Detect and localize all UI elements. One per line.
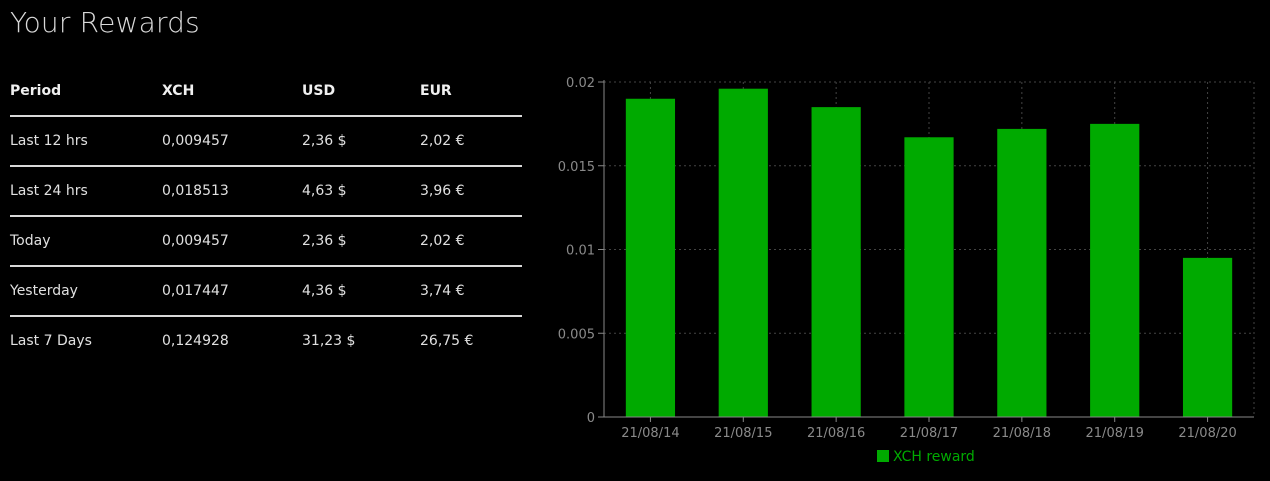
header-eur: EUR (420, 66, 522, 117)
bar-21-08-20 (1182, 257, 1233, 417)
cell-period: Last 12 hrs (10, 116, 162, 167)
x-tick-label: 21/08/15 (714, 426, 772, 441)
x-tick-label: 21/08/20 (1178, 426, 1236, 441)
table-row: Today 0,009457 2,36 $ 2,02 € (10, 216, 522, 267)
cell-xch: 0,017447 (162, 266, 302, 317)
x-tick-label: 21/08/16 (807, 426, 865, 441)
x-tick-label: 21/08/17 (900, 426, 958, 441)
table-row: Yesterday 0,017447 4,36 $ 3,74 € (10, 266, 522, 317)
bar-21-08-17 (904, 137, 954, 417)
rewards-table-container: Period XCH USD EUR Last 12 hrs 0,009457 … (10, 66, 522, 365)
cell-period: Today (10, 216, 162, 267)
table-row: Last 12 hrs 0,009457 2,36 $ 2,02 € (10, 116, 522, 167)
table-row: Last 24 hrs 0,018513 4,63 $ 3,96 € (10, 166, 522, 217)
cell-usd: 31,23 $ (302, 333, 356, 349)
cell-eur: 2,02 € (420, 216, 522, 267)
bar-21-08-14 (625, 98, 676, 417)
table-header-row: Period XCH USD EUR (10, 66, 522, 117)
x-tick-label: 21/08/19 (1086, 426, 1144, 441)
x-tick-label: 21/08/14 (621, 426, 679, 441)
bar-21-08-18 (997, 128, 1047, 417)
y-tick-label: 0.01 (566, 244, 595, 259)
rewards-chart: 0 0.005 0.01 0.015 0.02 21/08/14 21/08/15 21/08… (540, 70, 1260, 475)
cell-usd: 4,63 $ (302, 166, 420, 217)
bar-21-08-19 (1090, 123, 1140, 417)
cell-eur: 3,96 € (420, 166, 522, 217)
bar-21-08-16 (811, 107, 861, 417)
legend-label: XCH reward (893, 449, 975, 465)
legend-swatch (877, 450, 889, 462)
page-title: Your Rewards (10, 6, 200, 39)
cell-xch: 0,009457 (162, 216, 302, 267)
y-tick-label: 0.005 (558, 327, 595, 342)
cell-xch: 0,124928 (162, 333, 229, 349)
cell-usd: 4,36 $ (302, 266, 420, 317)
y-tick-label: 0.02 (566, 76, 595, 91)
cell-eur: 3,74 € (420, 266, 522, 317)
cell-eur: 26,75 € (420, 333, 474, 349)
cell-usd: 2,36 $ (302, 116, 420, 167)
cell-usd: 2,36 $ (302, 216, 420, 267)
header-usd: USD (302, 66, 420, 117)
cell-xch: 0,018513 (162, 166, 302, 217)
y-tick-label: 0 (587, 411, 595, 426)
rewards-table: Period XCH USD EUR Last 12 hrs 0,009457 … (10, 66, 522, 365)
table-row: Last 7 Days 0,124928 31,23 $ 26,75 € (10, 316, 522, 365)
x-tick-label: 21/08/18 (993, 426, 1051, 441)
rewards-bar-chart: 0 0.005 0.01 0.015 0.02 21/08/14 21/08/15 21/08… (558, 76, 1255, 465)
cell-period: Yesterday (10, 266, 162, 317)
cell-xch: 0,009457 (162, 116, 302, 167)
cell-eur: 2,02 € (420, 116, 522, 167)
y-tick-label: 0.015 (558, 160, 595, 175)
header-xch: XCH (162, 66, 302, 117)
cell-period: Last 7 Days (10, 333, 92, 349)
bar-21-08-15 (718, 88, 768, 417)
cell-period: Last 24 hrs (10, 166, 162, 217)
header-period: Period (10, 66, 162, 117)
